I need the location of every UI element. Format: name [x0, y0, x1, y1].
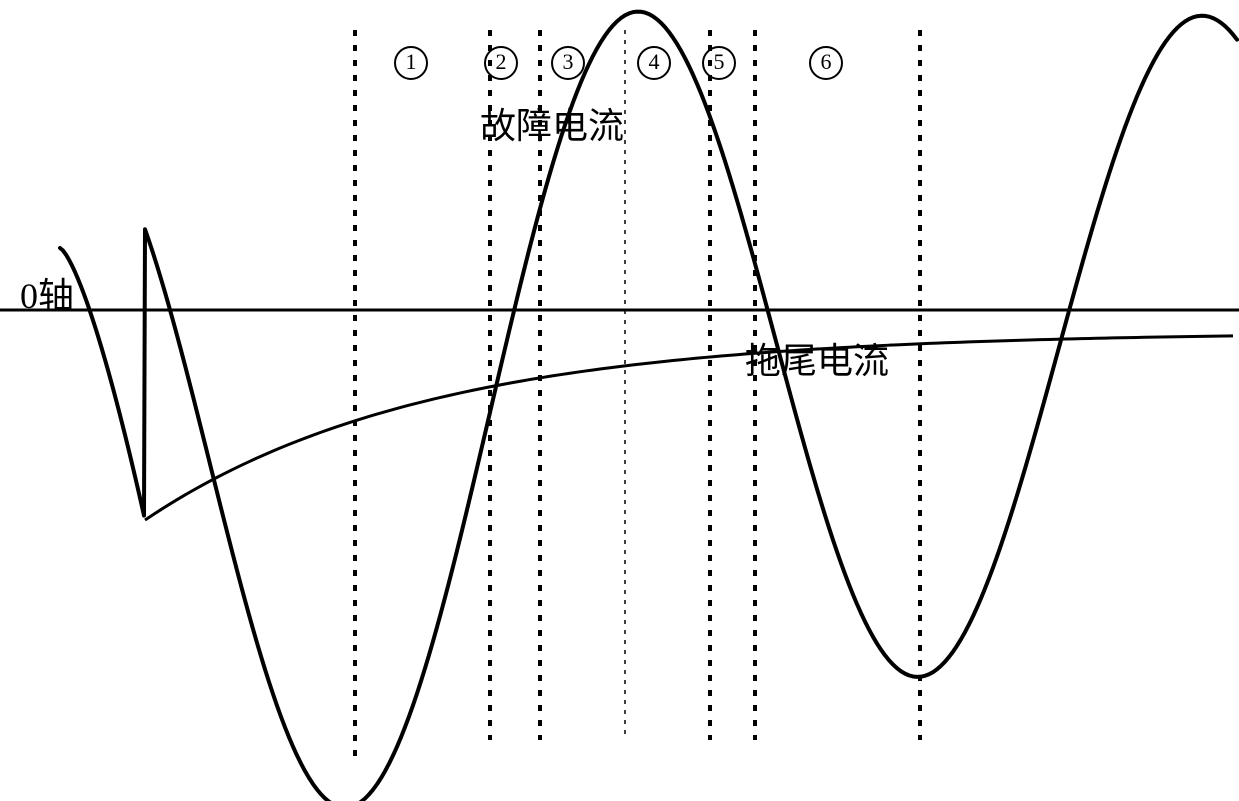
region-label-1: 1: [394, 45, 428, 80]
fault-current-label: 故障电流: [480, 97, 624, 149]
region-label-6: 6: [809, 45, 843, 80]
region-label-2: 2: [484, 45, 518, 80]
region-label-3: 3: [551, 45, 585, 80]
region-label-4: 4: [637, 45, 671, 80]
zero-axis-label: 0轴: [20, 267, 74, 319]
tail-current-label: 拖尾电流: [745, 332, 889, 384]
region-label-5: 5: [702, 45, 736, 80]
